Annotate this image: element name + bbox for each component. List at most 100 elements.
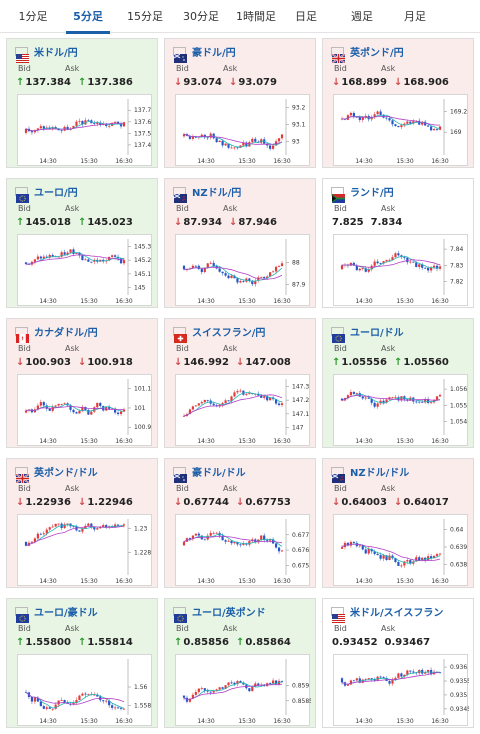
rate-card[interactable]: 豪ドル/円 Bid Ask ↓ 93.074 ↓ 93.079 93.2 93.1 93 14:30… (164, 38, 316, 168)
candlestick-chart[interactable]: 0.677 0.676 0.675 14:30 15:30 16:30 (175, 514, 310, 586)
x-tick-label: 16:30 (273, 578, 290, 585)
ask-value: ↓ 87.946 (229, 217, 277, 228)
card-header: ユーロ/豪ドル (15, 605, 98, 623)
bid-value: ↓ 93.074 (174, 77, 222, 88)
candlestick-chart[interactable]: 101.1 101 100.9 14:30 15:30 16:30 (17, 374, 152, 446)
bid-price: 1.05556 (341, 357, 387, 368)
candlestick-chart[interactable]: 88 87.9 14:30 15:30 16:30 (175, 234, 310, 306)
currency-pair-link[interactable]: カナダドル/円 (34, 327, 98, 339)
bid-label: Bid (18, 344, 31, 353)
chart-svg: 0.859 0.8585 14:30 15:30 16:30 (182, 659, 311, 725)
moving-average-long-line (183, 133, 283, 145)
rate-card[interactable]: ユーロ/円 Bid Ask ↑ 145.018 ↑ 145.023 145.3 145.2 145… (6, 178, 158, 308)
rate-card[interactable]: ユーロ/英ポンド Bid Ask ↑ 0.85856 ↑ 0.85864 0.859 0.858… (164, 598, 316, 728)
tab-timeframe[interactable]: 5分足 (62, 0, 114, 34)
currency-pair-link[interactable]: ユーロ/ドル (350, 327, 404, 339)
candlestick-chart[interactable]: 1.56 1.558 14:30 15:30 16:30 (17, 654, 152, 726)
tab-timeframe[interactable]: 15分足 (127, 10, 163, 23)
rate-card[interactable]: 英ポンド/ドル Bid Ask ↓ 1.22936 ↓ 1.22946 1.23 1.228 14… (6, 458, 158, 588)
rate-card[interactable]: 豪ドル/ドル Bid Ask ↓ 0.67744 ↓ 0.67753 0.677 0.676 0.… (164, 458, 316, 588)
y-tick-label: 1.56 (134, 684, 148, 691)
candlestick-chart[interactable]: 137.7 137.6 137.5 137.4 14:30 15:30 16:30 (17, 94, 152, 166)
y-tick-label: 145 (134, 285, 146, 292)
rate-card[interactable]: ランド/円 Bid Ask 7.825 7.834 7.84 7.83 7.82 14:30 15… (322, 178, 474, 308)
tab-timeframe[interactable]: 日足 (295, 10, 317, 23)
ask-value: ↑ 1.05560 (394, 357, 449, 368)
bid-label: Bid (334, 344, 347, 353)
rate-card[interactable]: ユーロ/ドル Bid Ask ↑ 1.05556 ↑ 1.05560 1.056 1.055 1.… (322, 318, 474, 448)
x-tick-label: 15:30 (396, 158, 413, 165)
candlestick-chart[interactable]: 93.2 93.1 93 14:30 15:30 16:30 (175, 94, 310, 166)
ask-value: ↓ 1.22946 (78, 497, 133, 508)
moving-average-long-line (341, 115, 441, 126)
candlestick-chart[interactable]: 1.23 1.228 14:30 15:30 16:30 (17, 514, 152, 586)
ask-label: Ask (381, 344, 396, 353)
currency-pair-link[interactable]: ユーロ/豪ドル (34, 607, 98, 619)
x-tick-label: 15:30 (80, 298, 97, 305)
candlestick-chart[interactable]: 145.3 145.2 145.1 145 14:30 15:30 16:30 (17, 234, 152, 306)
currency-pair-link[interactable]: 米ドル/円 (34, 47, 78, 59)
x-tick-label: 15:30 (396, 718, 413, 725)
rate-card[interactable]: NZドル/ドル Bid Ask ↓ 0.64003 ↓ 0.64017 0.64 0.639 0.… (322, 458, 474, 588)
tab-timeframe[interactable]: 30分足 (183, 10, 219, 23)
currency-pair-link[interactable]: ユーロ/円 (34, 187, 78, 199)
candles (182, 530, 284, 554)
ask-price: 145.023 (87, 217, 133, 228)
moving-average-long-line (183, 394, 283, 417)
us-flag-icon (331, 606, 345, 623)
ask-value: 7.834 (371, 217, 403, 228)
ask-value: 0.93467 (385, 637, 431, 648)
currency-pair-link[interactable]: NZドル/円 (192, 187, 242, 199)
y-tick-label: 100.9 (134, 424, 151, 431)
rate-card[interactable]: ユーロ/豪ドル Bid Ask ↑ 1.55800 ↑ 1.55814 1.56 1.558 14… (6, 598, 158, 728)
x-tick-label: 15:30 (80, 438, 97, 445)
rate-card[interactable]: 米ドル/円 Bid Ask ↑ 137.384 ↑ 137.386 137.7 137.6 137… (6, 38, 158, 168)
chart-svg: 0.64 0.639 0.638 14:30 15:30 16:30 (340, 519, 467, 585)
rate-card[interactable]: 米ドル/スイスフラン Bid Ask 0.93452 0.93467 0.936 0.935… (322, 598, 474, 728)
ask-label: Ask (381, 484, 396, 493)
rate-card[interactable]: スイスフラン/円 Bid Ask ↓ 146.992 ↓ 147.008 147.3 147.2… (164, 318, 316, 448)
y-tick-label: 1.056 (450, 386, 467, 393)
arrow-down-icon: ↓ (393, 497, 403, 508)
ask-price: 7.834 (370, 217, 403, 228)
ch-flag-icon (173, 326, 187, 343)
y-tick-label: 93 (292, 138, 300, 145)
candlestick-chart[interactable]: 1.056 1.055 1.054 14:30 15:30 16:30 (333, 374, 468, 446)
candlestick-chart[interactable]: 7.84 7.83 7.82 14:30 15:30 16:30 (333, 234, 468, 306)
candlestick-chart[interactable]: 0.64 0.639 0.638 14:30 15:30 16:30 (333, 514, 468, 586)
bid-value: 7.825 (332, 217, 364, 228)
arrow-up-icon: ↑ (77, 77, 87, 88)
currency-pair-link[interactable]: 英ポンド/ドル (34, 467, 98, 479)
currency-pair-link[interactable]: ランド/円 (350, 187, 394, 199)
tab-timeframe[interactable]: 週足 (351, 10, 373, 23)
rate-card[interactable]: カナダドル/円 Bid Ask ↓ 100.903 ↓ 100.918 101.1 101 100… (6, 318, 158, 448)
tab-timeframe[interactable]: 1時間足 (236, 10, 276, 23)
candlestick-chart[interactable]: 0.859 0.8585 14:30 15:30 16:30 (175, 654, 311, 726)
candlestick-chart[interactable]: 0.936 0.9355 0.935 0.9345 14:30 15:30 16:30 (333, 654, 469, 726)
currency-pair-link[interactable]: NZドル/ドル (350, 467, 410, 479)
card-header: 豪ドル/円 (173, 45, 236, 63)
bid-label: Bid (176, 64, 189, 73)
y-tick-label: 145.2 (134, 257, 151, 264)
currency-pair-link[interactable]: ユーロ/英ポンド (192, 607, 266, 619)
x-tick-label: 15:30 (238, 158, 255, 165)
chart-svg: 145.3 145.2 145.1 145 14:30 15:30 16:30 (24, 239, 151, 305)
candles (340, 250, 442, 274)
rate-card[interactable]: NZドル/円 Bid Ask ↓ 87.934 ↓ 87.946 88 87.9 14:30 15:… (164, 178, 316, 308)
candlestick-chart[interactable]: 169.2 169 14:30 15:30 16:30 (333, 94, 468, 166)
bid-price: 137.384 (25, 77, 71, 88)
ask-label: Ask (223, 484, 238, 493)
candlestick-chart[interactable]: 147.3 147.2 147.1 147 14:30 15:30 16:30 (175, 374, 310, 446)
currency-pair-link[interactable]: スイスフラン/円 (192, 327, 266, 339)
currency-pair-link[interactable]: 豪ドル/円 (192, 47, 236, 59)
y-tick-label: 0.935 (450, 692, 467, 699)
currency-pair-link[interactable]: 米ドル/スイスフラン (350, 607, 444, 619)
y-tick-label: 1.055 (450, 402, 467, 409)
gb-flag-icon (15, 466, 30, 484)
tab-timeframe[interactable]: 月足 (404, 10, 426, 23)
currency-pair-link[interactable]: 豪ドル/ドル (192, 467, 246, 479)
tab-timeframe[interactable]: 1分足 (18, 10, 48, 23)
moving-average-short-line (25, 252, 125, 265)
currency-pair-link[interactable]: 英ポンド/円 (350, 47, 404, 59)
rate-card[interactable]: 英ポンド/円 Bid Ask ↓ 168.899 ↓ 168.906 169.2 169 14:3… (322, 38, 474, 168)
